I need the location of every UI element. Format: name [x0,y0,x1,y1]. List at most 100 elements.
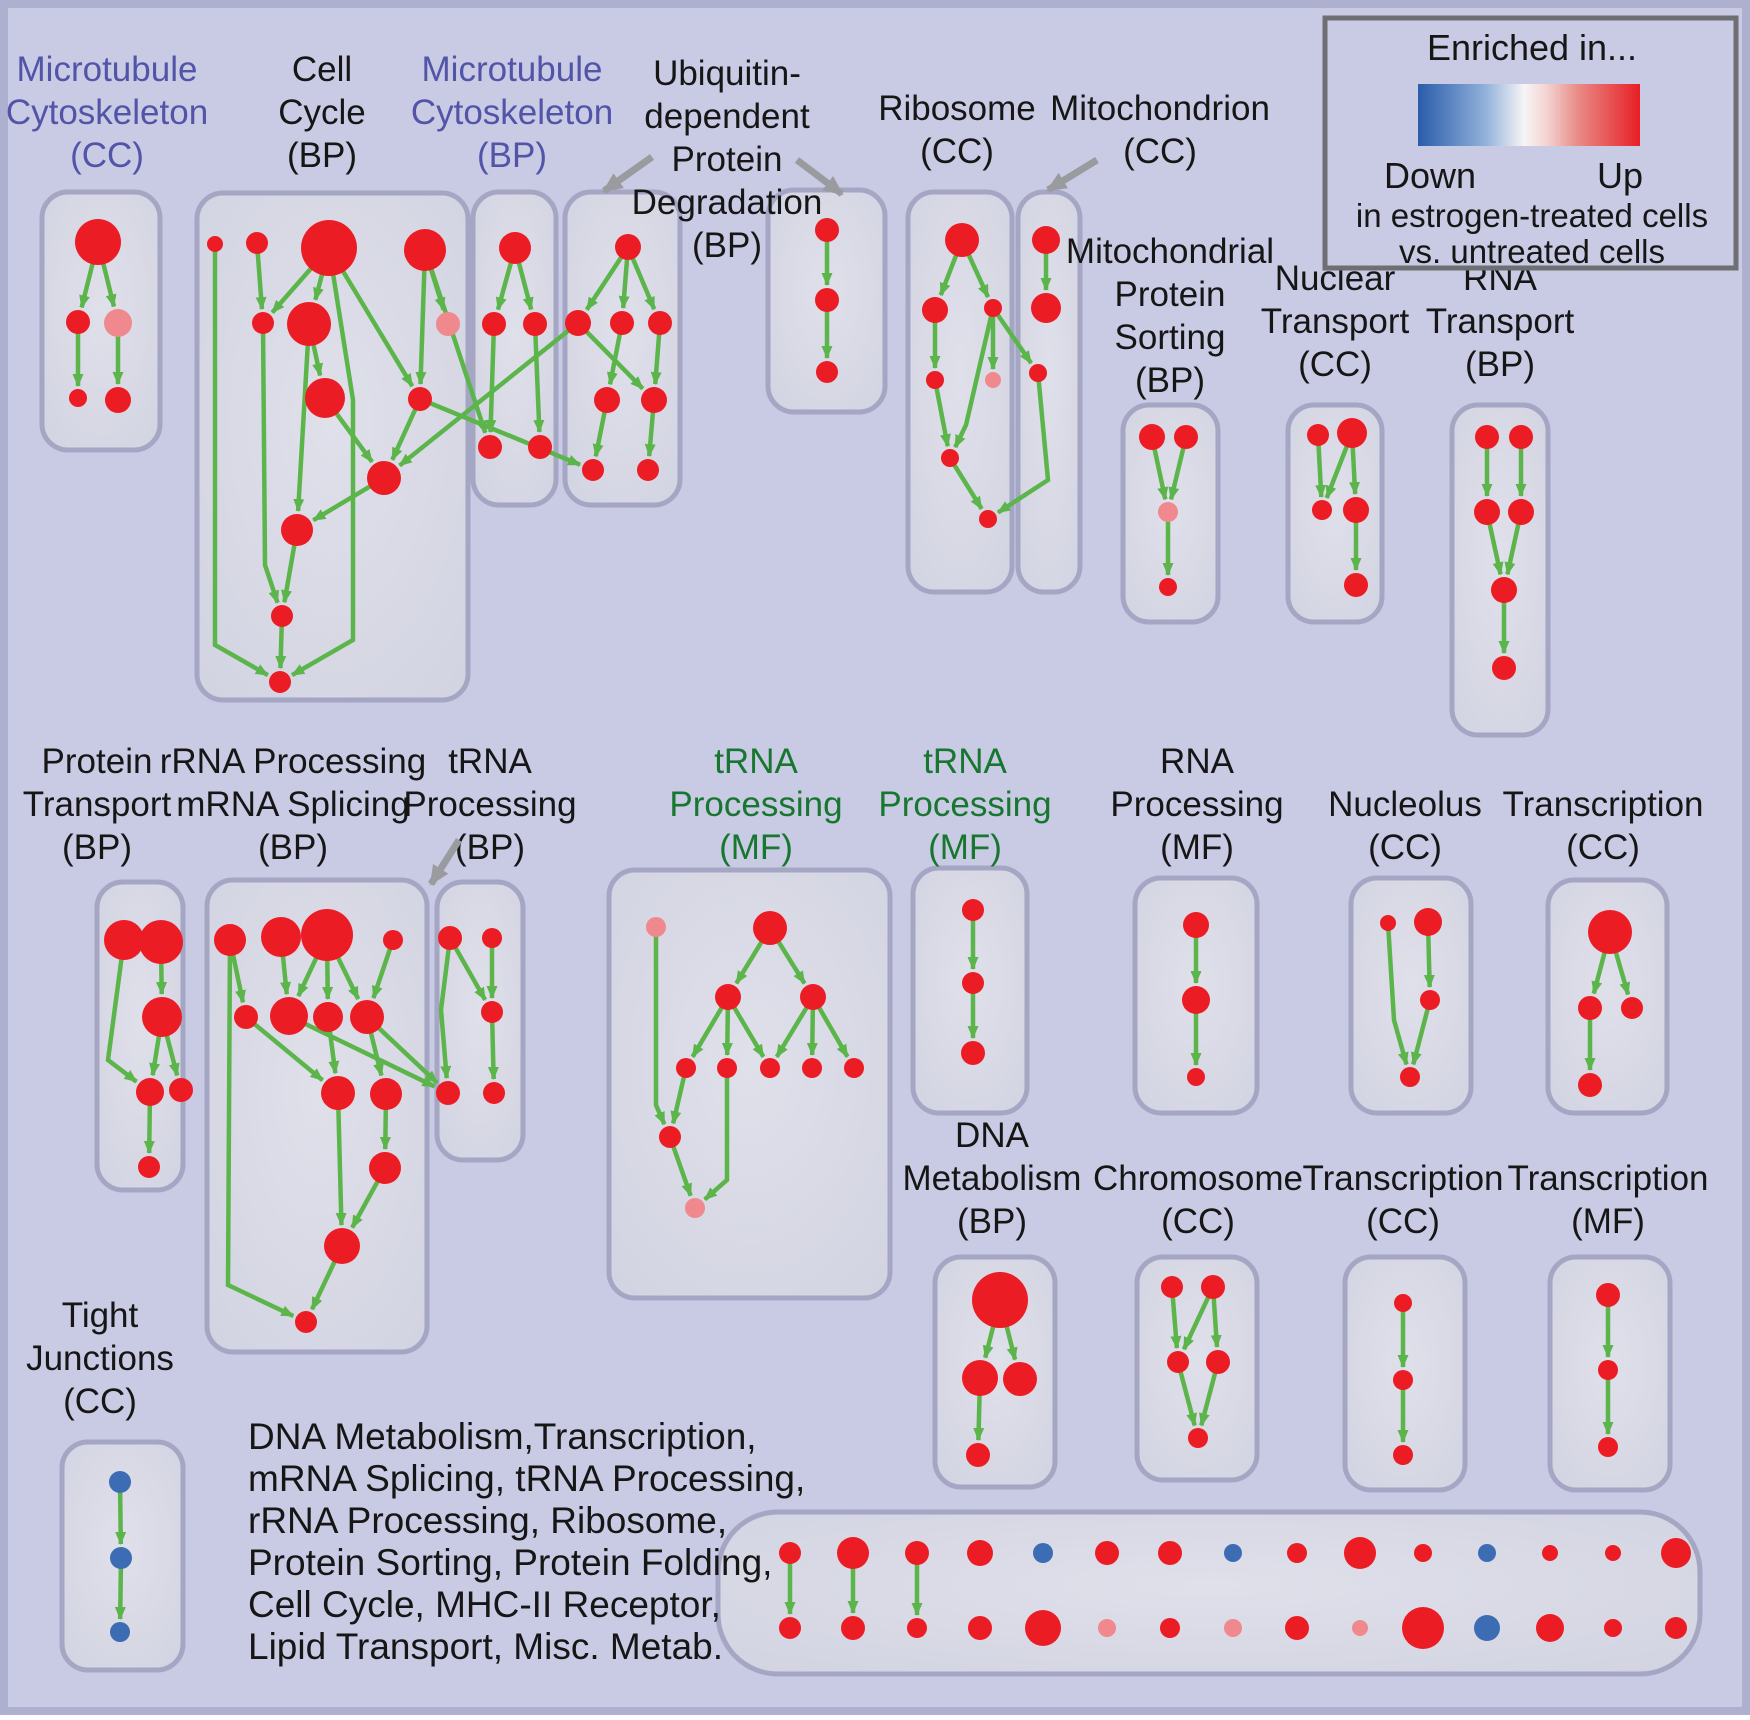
gene-node-tmf1-b4 [802,1058,822,1078]
gene-node-tj-b [110,1547,132,1569]
gene-node-misc-b4 [968,1616,992,1640]
gene-node-nt-tl [1307,424,1329,446]
edge-rib-rs-to-mito-s [991,306,1034,365]
gene-node-misc-b1 [779,1617,801,1639]
gene-node-misc-b12 [1474,1615,1500,1641]
gene-node-mito-s [1029,364,1047,382]
gene-node-nt-b [1344,573,1368,597]
gene-node-tmf3-b [1598,1360,1618,1380]
gene-node-rnat-tr [1509,425,1533,449]
edge-cc-n6-to-cc-n10 [293,323,312,513]
gene-node-tcc3-b [1393,1370,1413,1390]
gene-node-mcbp-bl [478,435,502,459]
gene-node-nt-mr [1343,497,1369,523]
gene-node-tmf1-mr [800,984,826,1010]
gene-node-misc-b7 [1160,1618,1180,1638]
gene-node-rib-ls [926,371,944,389]
gene-node-nuc-b [1400,1067,1420,1087]
gene-node-dnam-r [1003,1362,1037,1396]
gene-node-misc-b11 [1402,1607,1444,1649]
gene-node-ub1-e [641,387,667,413]
cluster-box-chrom [1134,1254,1260,1483]
edge-cc-n2-to-cc-n5 [254,242,267,311]
edge-cc-n1-to-cc-n12 [212,244,269,678]
gene-node-cc-m1 [305,378,345,418]
gene-node-rrna-t4 [383,930,403,950]
gene-node-misc-t4 [967,1540,993,1566]
gene-node-tmf1-pb [685,1198,705,1218]
network-nodes [66,218,1691,1649]
gene-node-tmf2-b [962,972,984,994]
gene-node-rrna-t3 [301,909,353,961]
gene-node-tmf2-c [961,1041,985,1065]
gene-node-rrna-r7 [369,1152,401,1184]
gene-node-nt-ml [1312,500,1332,520]
gene-node-chrom-mr [1206,1350,1230,1374]
collapsed-categories-line-3: rRNA Processing, Ribosome, [248,1500,727,1541]
gene-node-misc-t6 [1095,1541,1119,1565]
edge-tbp-tl-to-tbp-bl [438,937,453,1080]
gene-node-nt-tr [1337,418,1367,448]
gene-node-chrom-tr [1201,1275,1225,1299]
label-mitochondrion-cc: Mitochondrion (CC) [1050,89,1270,171]
gene-node-rnat-mr [1508,499,1534,525]
edge-rib-ls-to-rib-mid [932,379,951,448]
gene-node-mccc-b [66,310,90,334]
edge-rib-rs-to-rib-mid [953,307,996,449]
cluster-boxes [39,187,1703,1677]
gene-node-tj-c [110,1622,130,1642]
gene-node-mccc-c [104,309,132,337]
gene-node-cc-n10 [281,514,313,546]
gene-node-mps-c [1159,578,1177,596]
cluster-box-tbp [434,879,526,1163]
gene-node-misc-b6 [1098,1619,1116,1637]
gene-node-rrna-r9 [295,1311,317,1333]
gene-node-tcc3-c [1393,1445,1413,1465]
gene-node-tbp-tr [482,928,502,948]
cluster-box-tcc2 [1545,877,1670,1116]
gene-node-misc-t15 [1661,1538,1691,1568]
label-pointer-arrows [428,154,1099,886]
label-dna-metabolism-bp: DNA Metabolism (BP) [903,1116,1082,1241]
gene-node-tmf2-a [962,899,984,921]
gene-node-misc-b5 [1025,1610,1061,1646]
label-trna-processing-bp: tRNA Processing (BP) [403,742,576,867]
edge-nuc-s-to-nuc-b [1385,922,1409,1066]
edge-tmf1-b2-to-tmf1-pb [703,1068,730,1202]
label-nucleolus-cc: Nucleolus (CC) [1328,785,1482,867]
gene-node-misc-t13 [1542,1545,1558,1561]
label-microtubule-cytoskeleton-bp: Microtubule Cytoskeleton (BP) [411,50,613,175]
cluster-box-nuc [1348,875,1474,1116]
gene-node-tcc3-a [1394,1294,1412,1312]
gene-node-rnat-c [1491,577,1517,603]
label-trna-processing-mf-1: tRNA Processing (MF) [669,742,842,867]
gene-node-mcbp-br [528,435,552,459]
gene-node-pt-b1 [104,920,144,960]
edge-cc-m2-to-ub1-f [419,396,581,467]
gene-node-cc-m2 [408,387,432,411]
gene-node-nuc-m [1420,990,1440,1010]
legend-title: Enriched in... [1427,27,1637,68]
label-mitochondrial-protein-sorting-bp: Mitochondrial Protein Sorting (BP) [1066,232,1274,400]
gene-node-rnap-c [1187,1068,1205,1086]
edge-cc-n4-to-cc-m2 [415,249,428,386]
gene-node-pt-b2 [139,920,183,964]
gene-node-ub1-c [648,311,672,335]
gene-node-ub2-c [816,361,838,383]
edge-ub1-a-to-ub1-e [576,321,645,391]
gray-arrow-ubiquitin-pointer-left [601,154,655,194]
collapsed-categories-line-1: DNA Metabolism,Transcription, [248,1416,757,1457]
gene-node-tmf1-b1 [676,1058,696,1078]
gene-node-mito-m [1031,293,1061,323]
gene-node-chrom-tl [1161,1276,1183,1298]
gene-node-tcc2-big [1588,910,1632,954]
gene-node-ub2-b [815,288,839,312]
gene-node-tcc2-ml [1578,996,1602,1020]
edge-rrna-m2-to-tbp-bl [288,1013,436,1089]
gene-node-tmf1-big [753,911,787,945]
gene-node-ub1-t [615,234,641,260]
gene-node-cc-n3 [301,220,357,276]
